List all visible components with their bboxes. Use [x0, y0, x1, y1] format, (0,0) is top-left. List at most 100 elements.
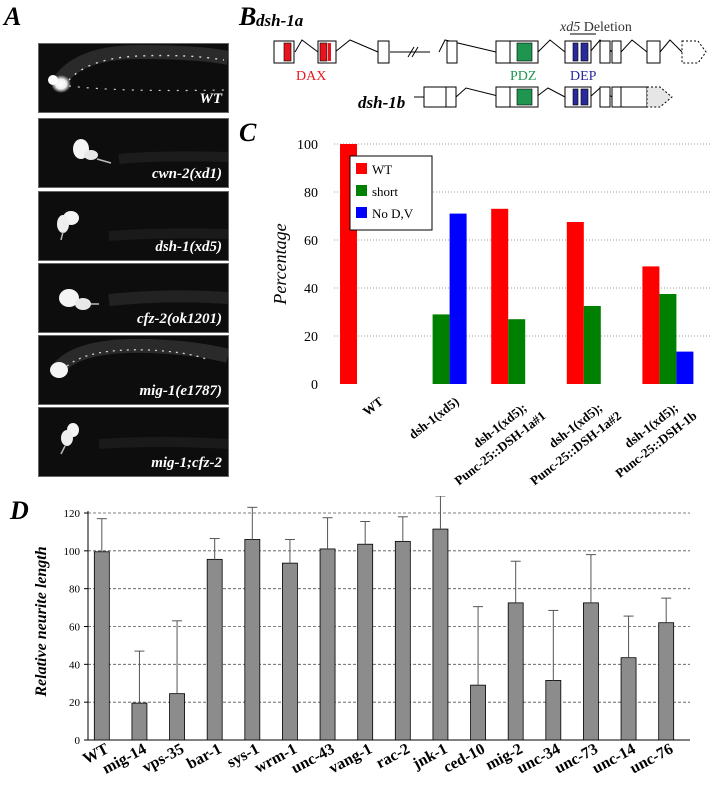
- y-tick-label: 100: [64, 546, 81, 558]
- micrograph-label: mig-1;cfz-2: [151, 455, 222, 471]
- y-tick-label: 20: [69, 697, 81, 709]
- y-tick-label: 100: [297, 138, 318, 153]
- x-tick-label: WT: [360, 393, 387, 418]
- bar: [470, 684, 486, 741]
- neuron-image: [50, 338, 228, 378]
- dep-domain-part: [572, 88, 579, 106]
- panel-label-a: A: [4, 2, 22, 31]
- x-tick-label: dsh-1(xd5): [406, 394, 462, 442]
- y-tick-label: 20: [304, 330, 318, 345]
- micrograph-mig-1-cfz-2: mig-1;cfz-2: [38, 407, 229, 477]
- dep-domain-part: [580, 88, 589, 106]
- dax-domain-part: [328, 43, 331, 61]
- bar-short: [432, 314, 450, 384]
- bar-wt: [566, 222, 584, 384]
- y-axis-label: Percentage: [270, 223, 290, 305]
- bar-short: [583, 306, 601, 384]
- dep-domain-part: [572, 42, 579, 62]
- y-tick-label: 80: [69, 584, 81, 596]
- micrograph-label: mig-1(e1787): [139, 383, 222, 399]
- bar: [206, 558, 223, 741]
- micrograph-label: cwn-2(xd1): [152, 166, 222, 182]
- bar-wt: [642, 266, 660, 384]
- bar: [432, 528, 449, 741]
- x-tick-label: unc-14: [590, 741, 639, 778]
- x-tick-label: bar-1: [184, 741, 224, 773]
- y-tick-label: 40: [69, 659, 81, 671]
- x-tick-label: ced-10: [441, 741, 488, 777]
- legend-swatch: [356, 185, 367, 196]
- x-tick-label: vang-1: [326, 741, 375, 778]
- x-tick-label-group: WT: [360, 393, 387, 418]
- y-tick-label: 80: [304, 186, 318, 201]
- pdz-domain-part: [516, 42, 533, 62]
- legend-swatch: [356, 207, 367, 218]
- micrograph-label: WT: [199, 91, 223, 107]
- micrograph-wt: WT: [38, 43, 229, 113]
- x-tick-label: mig-14: [100, 741, 150, 778]
- bar-short: [659, 294, 677, 384]
- y-tick-label: 0: [75, 735, 81, 747]
- x-tick-label: vps-35: [140, 741, 187, 777]
- bar-nodv: [449, 213, 467, 384]
- y-axis-label: Relative neurite length: [33, 546, 50, 697]
- dep-domain-part: [580, 42, 589, 62]
- bar: [658, 622, 675, 741]
- bar: [93, 551, 110, 741]
- bar: [507, 602, 524, 741]
- bar: [319, 548, 336, 741]
- y-tick-label: 120: [64, 508, 81, 520]
- dax-label: DAX: [296, 69, 326, 84]
- isoform-a-label: dsh-1a: [256, 11, 304, 30]
- x-tick-label-group: dsh-1(xd5);Punc-25::DSH-1b: [612, 400, 699, 481]
- legend-swatch: [356, 163, 367, 174]
- bar: [169, 693, 185, 741]
- y-tick-label: 40: [304, 282, 318, 297]
- panel-label-b: B: [239, 2, 257, 31]
- bar: [282, 562, 298, 741]
- legend-entry: WT: [372, 162, 392, 177]
- micrograph-cfz-2: cfz-2(ok1201): [38, 263, 229, 333]
- bar-short: [508, 319, 526, 384]
- isoform-b-label: dsh-1b: [358, 93, 405, 112]
- neuron-image: [60, 423, 228, 455]
- pdz-domain-part: [516, 88, 533, 106]
- x-tick-label: unc-43: [289, 741, 338, 778]
- bar: [620, 657, 637, 741]
- panel-c-chart: 0 20 40 60 80 100 Percentage WT dsh-1(xd5) dsh-1(…: [270, 138, 712, 488]
- micrograph-label: dsh-1(xd5): [155, 239, 222, 255]
- dax-domain-part: [319, 42, 328, 62]
- dax-domain-part: [283, 42, 292, 62]
- legend-entry: short: [372, 184, 398, 199]
- bar: [357, 543, 374, 741]
- dsh-1a-gene-model: [273, 33, 707, 64]
- x-tick-label-group: dsh-1(xd5);Punc-25::DSH-1a#2: [527, 400, 624, 488]
- deletion-word: Deletion: [580, 20, 632, 35]
- bar: [244, 539, 261, 741]
- neuron-image: [73, 139, 228, 164]
- deletion-name: xd5: [559, 20, 580, 35]
- x-tick-label: rac-2: [373, 741, 412, 773]
- micrograph-mig-1: mig-1(e1787): [38, 335, 229, 405]
- pdz-label: PDZ: [510, 69, 536, 84]
- panel-label-d: D: [10, 496, 29, 525]
- panel-label-c: C: [239, 118, 257, 147]
- x-tick-label: unc-34: [514, 741, 563, 778]
- micrograph-cwn-2: cwn-2(xd1): [38, 118, 229, 188]
- bar: [545, 680, 562, 741]
- y-tick-label: 60: [304, 234, 318, 249]
- bar-nodv: [676, 351, 694, 384]
- panel-b-gene-diagram: dsh-1a xd5 Deletion DAX PDZ DEP dsh-1b: [256, 11, 707, 112]
- x-tick-label: unc-73: [552, 741, 601, 778]
- bar: [583, 602, 599, 741]
- bar-wt: [491, 208, 509, 384]
- x-tick-label-group: dsh-1(xd5): [406, 394, 462, 442]
- y-tick-label: 60: [69, 622, 81, 634]
- dep-label: DEP: [570, 69, 597, 84]
- legend-entry: No D,V: [372, 206, 414, 221]
- bar: [394, 540, 411, 741]
- micrograph-dsh-1: dsh-1(xd5): [38, 191, 229, 261]
- legend: WT short No D,V: [349, 155, 433, 231]
- y-tick-label: 0: [311, 378, 318, 393]
